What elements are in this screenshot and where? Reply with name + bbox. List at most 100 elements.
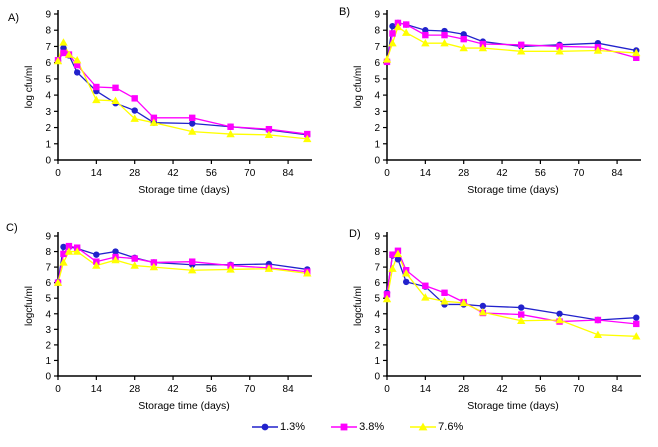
data-point-marker xyxy=(150,259,158,266)
x-tick-label: 84 xyxy=(283,384,295,395)
data-point-marker xyxy=(459,298,468,307)
data-point-marker xyxy=(130,261,139,269)
data-point-marker xyxy=(73,69,81,76)
data-point-marker xyxy=(59,258,68,266)
data-point-marker xyxy=(72,56,82,64)
data-point-marker xyxy=(383,291,391,298)
x-tick-label: 42 xyxy=(496,384,508,395)
y-tick-label: 5 xyxy=(45,74,51,85)
y-tick-label: 7 xyxy=(374,263,380,274)
data-point-marker xyxy=(60,44,67,52)
data-point-marker xyxy=(53,56,63,65)
x-tick-label: 56 xyxy=(206,168,218,179)
data-point-marker xyxy=(556,310,563,317)
data-point-marker xyxy=(382,294,392,303)
data-point-marker xyxy=(112,248,119,255)
y-tick-label: 4 xyxy=(374,309,380,320)
chart-panel-b: B) 0 1 2 3 4 5 6 7 8 9 0 14 28 42 56 70 84 Storage time (… xyxy=(329,0,658,222)
data-point-marker xyxy=(401,269,411,277)
data-point-marker xyxy=(440,39,449,47)
y-tick-label: 8 xyxy=(374,26,380,37)
y-tick-label: 3 xyxy=(374,325,380,336)
data-point-marker xyxy=(264,130,274,139)
data-point-marker xyxy=(188,266,197,274)
panel-label-d: D) xyxy=(349,228,361,240)
x-tick-label: 70 xyxy=(244,168,256,179)
y-tick-label: 7 xyxy=(45,42,51,53)
data-point-marker xyxy=(460,31,467,38)
y-tick-label: 7 xyxy=(374,42,380,53)
axes xyxy=(386,10,641,161)
data-point-marker xyxy=(421,39,430,47)
x-tick-label: 70 xyxy=(573,168,585,179)
y-tick-label: 9 xyxy=(374,232,380,243)
x-tick-label: 14 xyxy=(420,384,432,395)
data-point-marker xyxy=(394,256,402,263)
y-tick-label: 1 xyxy=(374,139,380,150)
data-point-marker xyxy=(389,22,396,30)
x-tick-label: 70 xyxy=(244,384,256,395)
data-point-marker xyxy=(633,320,640,328)
y-axis-title: logcfu/ml xyxy=(353,286,364,326)
data-point-marker xyxy=(53,278,63,286)
data-point-marker xyxy=(149,118,159,126)
y-tick-label: 5 xyxy=(374,74,380,85)
data-point-marker xyxy=(593,330,603,338)
y-tick-label: 7 xyxy=(45,263,51,274)
data-point-marker xyxy=(422,27,429,34)
data-point-marker xyxy=(517,47,526,55)
y-tick-label: 8 xyxy=(374,247,380,258)
legend-item-7-6-percent: 7.6% xyxy=(410,421,463,433)
x-axis-title: Storage time (days) xyxy=(138,400,230,412)
data-point-marker xyxy=(633,54,640,61)
data-point-marker xyxy=(479,302,487,310)
data-point-marker xyxy=(388,264,397,272)
data-point-marker xyxy=(303,134,312,143)
series-markers-7.6% xyxy=(382,22,641,63)
data-point-marker xyxy=(130,114,139,122)
data-point-marker xyxy=(593,46,603,54)
x-tick-label: 14 xyxy=(420,168,432,179)
x-tick-label: 84 xyxy=(612,384,624,395)
data-point-marker xyxy=(131,107,138,114)
y-tick-label: 2 xyxy=(374,340,380,351)
data-point-marker xyxy=(60,243,67,251)
x-tick-label: 42 xyxy=(167,384,179,395)
data-point-marker xyxy=(441,289,448,296)
y-tick-label: 9 xyxy=(45,10,51,21)
data-point-marker xyxy=(65,242,73,250)
x-tick-label: 84 xyxy=(612,168,624,179)
x-tick-label: 0 xyxy=(384,384,390,395)
y-tick-label: 1 xyxy=(45,356,51,367)
data-point-marker xyxy=(60,250,67,258)
data-point-marker xyxy=(393,249,403,258)
x-tick-label: 56 xyxy=(535,168,547,179)
data-point-marker xyxy=(388,39,397,47)
legend-label: 1.3% xyxy=(280,421,306,433)
y-tick-label: 2 xyxy=(45,340,51,351)
x-axis-title: Storage time (days) xyxy=(467,400,559,412)
y-tick-label: 0 xyxy=(374,372,380,383)
legend-marker-shape xyxy=(340,423,348,431)
y-axis-title: log cfu/ml xyxy=(24,66,35,109)
y-axis-title: logcfu/ml xyxy=(24,286,35,326)
x-tick-label: 28 xyxy=(129,168,141,179)
chart-panel-c: C) 0 1 2 3 4 5 6 7 8 9 0 14 28 42 56 70 84 Storage time (… xyxy=(0,222,329,422)
data-point-marker xyxy=(518,311,525,318)
data-point-marker xyxy=(265,125,273,133)
data-point-marker xyxy=(131,95,138,102)
legend-item-1-3-percent: 1.3% xyxy=(252,421,305,433)
panel-label-a: A) xyxy=(8,12,19,24)
x-tick-label: 42 xyxy=(496,168,508,179)
data-point-marker xyxy=(60,49,67,57)
data-point-marker xyxy=(478,308,488,316)
data-point-marker xyxy=(421,293,430,301)
series-markers-3.8% xyxy=(383,19,640,66)
data-point-marker xyxy=(59,38,68,46)
y-tick-label: 6 xyxy=(374,58,380,69)
data-point-marker xyxy=(555,315,564,324)
y-tick-label: 3 xyxy=(45,107,51,118)
data-point-marker xyxy=(422,282,429,289)
x-tick-label: 42 xyxy=(167,168,179,179)
series-markers-7.6% xyxy=(53,38,312,143)
